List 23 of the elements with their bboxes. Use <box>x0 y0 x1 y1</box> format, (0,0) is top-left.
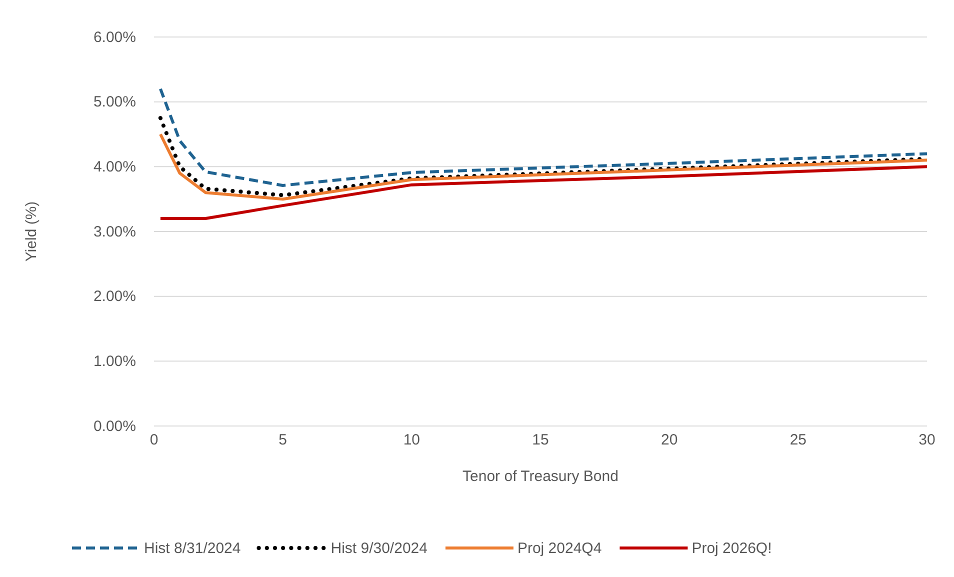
legend-label: Hist 9/30/2024 <box>330 540 428 557</box>
legend-label: Proj 2026Q! <box>692 540 772 557</box>
x-tick-label: 5 <box>278 432 288 449</box>
line-series <box>158 87 928 187</box>
y-tick-label: 6.00% <box>93 28 136 46</box>
y-axis-title: Yield (%) <box>23 201 40 262</box>
x-axis-title: Tenor of Treasury Bond <box>462 468 618 485</box>
line-series <box>158 132 928 201</box>
x-tick-label: 25 <box>790 432 807 449</box>
y-tick-label: 5.00% <box>93 94 136 111</box>
x-tick-label: 15 <box>532 432 549 449</box>
x-tick-label: 20 <box>660 432 678 449</box>
legend-label: Proj 2024Q4 <box>517 540 602 557</box>
line-series <box>158 165 928 220</box>
x-tick-label: 0 <box>150 432 158 449</box>
y-tick-label: 0.00% <box>93 418 136 435</box>
y-tick-label: 3.00% <box>93 223 136 240</box>
x-tick-label: 10 <box>403 432 420 449</box>
y-tick-label: 1.00% <box>93 352 136 370</box>
x-tick-label: 30 <box>918 432 936 449</box>
y-tick-label: 2.00% <box>93 288 136 306</box>
legend-label: Hist 8/31/2024 <box>144 540 241 557</box>
y-tick-label: 4.00% <box>93 158 136 176</box>
